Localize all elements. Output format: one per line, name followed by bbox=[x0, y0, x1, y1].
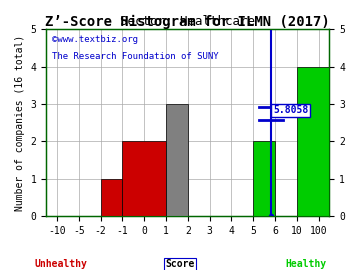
Text: Score: Score bbox=[165, 259, 195, 269]
Text: The Research Foundation of SUNY: The Research Foundation of SUNY bbox=[52, 52, 219, 61]
Y-axis label: Number of companies (16 total): Number of companies (16 total) bbox=[15, 35, 25, 211]
Text: ©www.textbiz.org: ©www.textbiz.org bbox=[52, 35, 138, 44]
Text: Unhealthy: Unhealthy bbox=[35, 259, 87, 269]
Title: Z’-Score Histogram for ILMN (2017): Z’-Score Histogram for ILMN (2017) bbox=[45, 15, 330, 29]
Text: 5.8058: 5.8058 bbox=[273, 105, 308, 115]
Bar bbox=[122, 141, 166, 216]
Bar bbox=[166, 104, 188, 216]
Bar bbox=[297, 67, 340, 216]
Bar bbox=[101, 179, 122, 216]
Bar bbox=[253, 141, 275, 216]
Text: Sector: Healthcare: Sector: Healthcare bbox=[120, 15, 255, 28]
Text: Healthy: Healthy bbox=[285, 259, 327, 269]
